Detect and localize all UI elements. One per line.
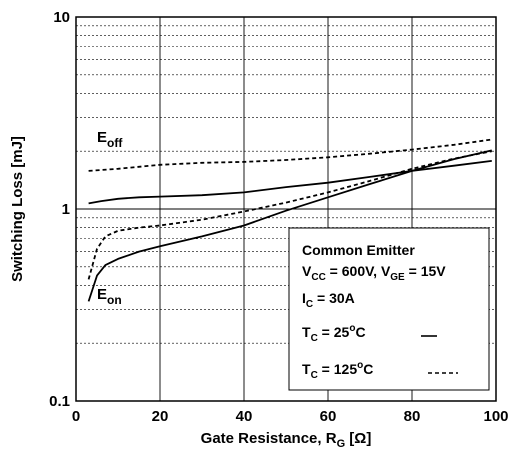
x-axis-label: Gate Resistance, RG [Ω] [201, 430, 372, 450]
eon-label: Eon [97, 286, 122, 307]
tick-labels: 0 20 40 60 80 100 0.1 1 10 [49, 9, 508, 425]
y-axis-label: Switching Loss [mJ] [9, 136, 26, 282]
y-tick-label: 0.1 [49, 393, 70, 410]
y-tick-label: 1 [62, 201, 70, 218]
series-eoff-125c-line [88, 138, 492, 172]
legend-box [288, 227, 490, 391]
series-eon-25c-line [87, 149, 493, 302]
x-tick-label: 80 [404, 408, 421, 425]
legend-temp-125: TC = 125oC [302, 360, 373, 381]
x-tick-label: 0 [72, 408, 80, 425]
legend-voltage: VCC = 600V, VGE = 15V [302, 263, 446, 283]
legend-temp-25: TC = 25oC [302, 323, 366, 344]
eoff-label: Eoff [97, 129, 123, 150]
series-group [87, 138, 493, 302]
x-tick-label: 40 [236, 408, 253, 425]
legend-title: Common Emitter [302, 242, 415, 258]
x-tick-label: 100 [483, 408, 508, 425]
grid [76, 17, 496, 401]
legend-current: IC = 30A [302, 290, 355, 310]
plot-frame [75, 16, 497, 402]
x-tick-label: 60 [320, 408, 337, 425]
series-eoff-25c-line [88, 160, 492, 205]
y-tick-label: 10 [53, 9, 70, 26]
x-tick-label: 20 [152, 408, 169, 425]
legend: Common Emitter VCC = 600V, VGE = 15V IC … [288, 227, 490, 391]
